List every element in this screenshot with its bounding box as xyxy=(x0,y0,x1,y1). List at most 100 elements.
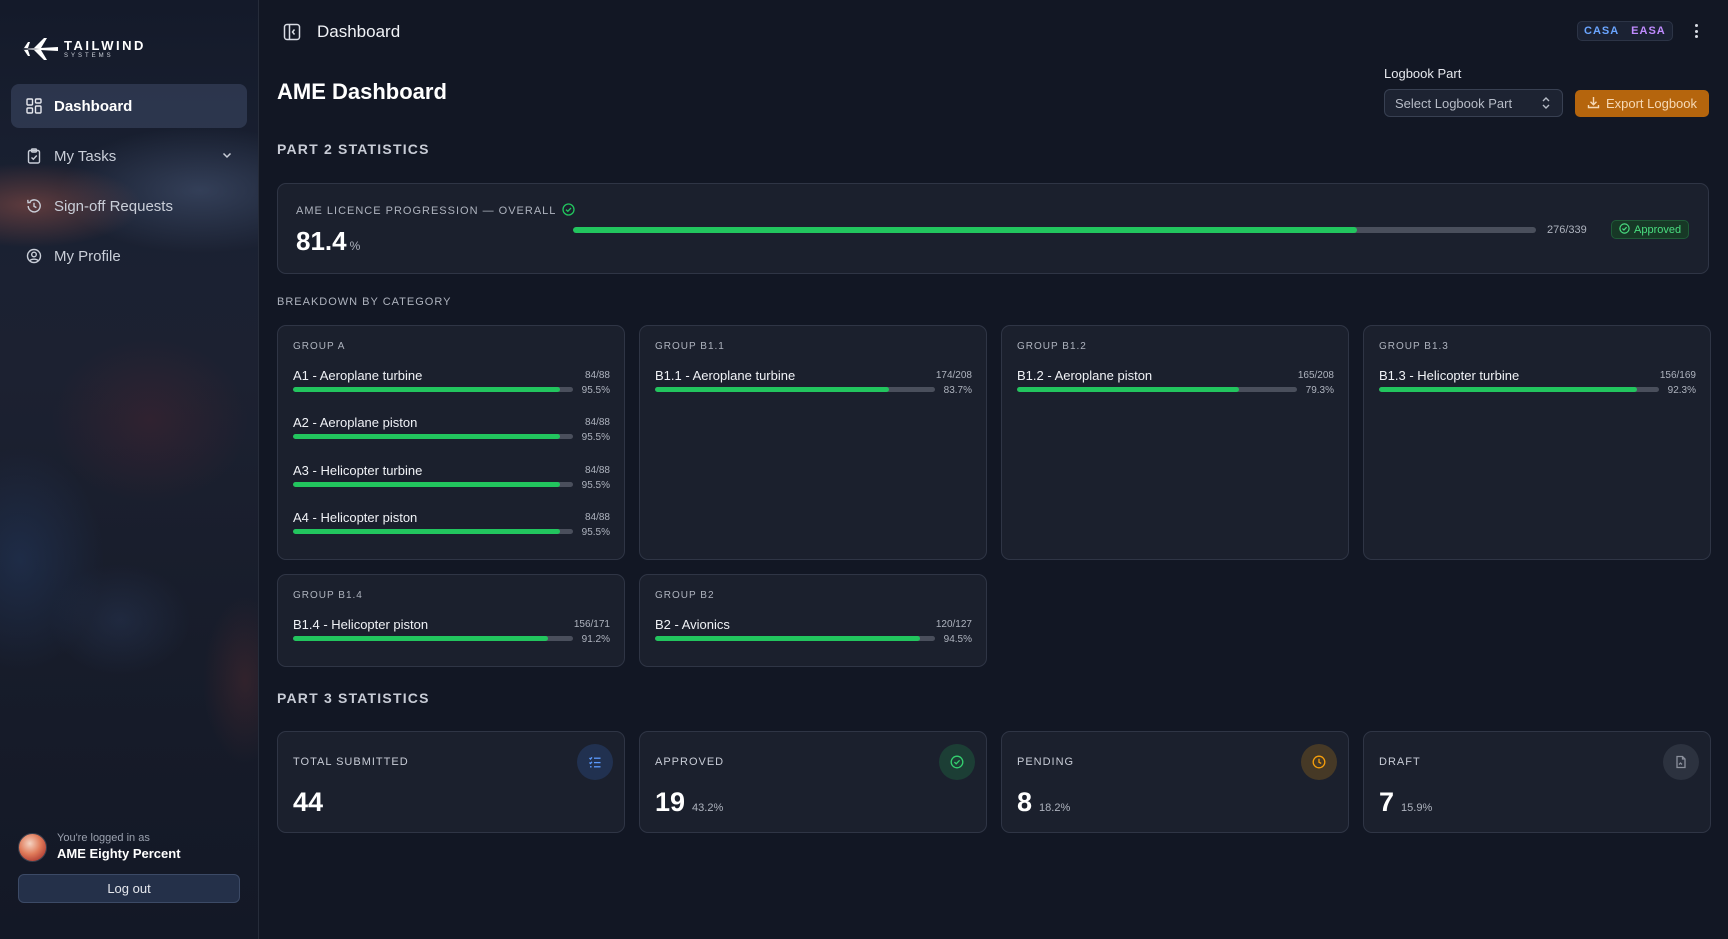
sidebar-item-my-tasks[interactable]: My Tasks xyxy=(11,134,247,178)
breakdown-label: BREAKDOWN BY CATEGORY xyxy=(277,296,452,308)
sidebar-item-dashboard[interactable]: Dashboard xyxy=(11,84,247,128)
category-row: B1.4 - Helicopter piston 156/171 91.2% xyxy=(293,617,610,657)
sidebar-item-my-profile[interactable]: My Profile xyxy=(11,234,247,278)
category-row: B1.3 - Helicopter turbine 156/169 92.3% xyxy=(1379,368,1696,408)
category-percentage: 95.5% xyxy=(581,527,610,538)
group-name: GROUP B1.3 xyxy=(1379,341,1449,352)
group-name: GROUP B1.4 xyxy=(293,590,363,601)
export-logbook-label: Export Logbook xyxy=(1605,96,1698,111)
progress-fill xyxy=(293,387,561,392)
stat-value: 8 18.2% xyxy=(1017,787,1070,818)
progress-fill xyxy=(293,434,561,439)
category-label: A2 - Aeroplane piston xyxy=(293,415,418,430)
stat-number: 8 xyxy=(1017,787,1033,817)
category-row: A3 - Helicopter turbine 84/88 95.5% xyxy=(293,463,610,503)
part3-title: PART 3 STATISTICS xyxy=(277,690,430,706)
logo-subtitle: SYSTEMS xyxy=(64,53,114,59)
plane-logo-icon xyxy=(22,38,58,60)
stat-label: DRAFT xyxy=(1379,756,1421,768)
stat-percentage: 18.2% xyxy=(1039,802,1071,814)
category-progress-bar xyxy=(293,387,573,392)
category-label: A1 - Aeroplane turbine xyxy=(293,368,423,383)
overall-progress-bar xyxy=(573,227,1536,233)
history-icon xyxy=(25,197,43,215)
stat-card-draft: DRAFT 7 15.9% xyxy=(1363,731,1711,833)
stat-value: 19 43.2% xyxy=(655,787,723,818)
casa-badge[interactable]: CASA xyxy=(1584,25,1620,37)
overall-progress-label: AME LICENCE PROGRESSION — OVERALL xyxy=(296,203,576,219)
logged-in-label: You're logged in as xyxy=(57,832,150,844)
sidebar-item-sign-off-requests[interactable]: Sign-off Requests xyxy=(11,184,247,228)
status-badge-label: Approved xyxy=(1634,223,1682,236)
stat-label: PENDING xyxy=(1017,756,1075,768)
category-row: B2 - Avionics 120/127 94.5% xyxy=(655,617,972,657)
category-percentage: 83.7% xyxy=(943,385,972,396)
group-name: GROUP A xyxy=(293,341,346,352)
file-icon xyxy=(1663,744,1699,780)
user-info: You're logged in as AME Eighty Percent xyxy=(18,832,181,862)
download-icon xyxy=(1587,96,1600,112)
logbook-part-label: Logbook Part xyxy=(1384,66,1462,81)
logbook-part-placeholder: Select Logbook Part xyxy=(1395,95,1513,111)
category-count: 165/208 xyxy=(1297,370,1334,381)
progress-fill xyxy=(655,387,890,392)
logout-button[interactable]: Log out xyxy=(18,874,240,903)
category-progress-bar xyxy=(1017,387,1297,392)
sidebar: TAILWIND SYSTEMS Dashboard My Tasks xyxy=(0,0,259,939)
stat-card-approved: APPROVED 19 43.2% xyxy=(639,731,987,833)
group-card-a: GROUP A A1 - Aeroplane turbine 84/88 95.… xyxy=(277,325,625,560)
stat-number: 7 xyxy=(1379,787,1395,817)
logo[interactable]: TAILWIND SYSTEMS xyxy=(20,36,146,62)
export-logbook-button[interactable]: Export Logbook xyxy=(1575,90,1709,117)
progress-fill xyxy=(293,529,561,534)
stat-number: 44 xyxy=(293,787,324,817)
category-label: A3 - Helicopter turbine xyxy=(293,463,423,478)
category-count: 84/88 xyxy=(584,512,610,523)
overall-progress-card: AME LICENCE PROGRESSION — OVERALL 81.4% … xyxy=(277,183,1709,274)
category-progress-bar xyxy=(293,482,573,487)
chevron-down-icon[interactable] xyxy=(221,148,233,165)
progress-fill xyxy=(1379,387,1638,392)
category-percentage: 79.3% xyxy=(1305,385,1334,396)
list-check-icon xyxy=(577,744,613,780)
category-row: A4 - Helicopter piston 84/88 95.5% xyxy=(293,510,610,550)
category-label: B1.1 - Aeroplane turbine xyxy=(655,368,796,383)
logbook-part-select[interactable]: Select Logbook Part xyxy=(1384,89,1563,117)
category-progress-bar xyxy=(293,529,573,534)
stat-label: APPROVED xyxy=(655,756,725,768)
sidebar-toggle-icon[interactable] xyxy=(283,23,301,41)
overall-percentage-unit: % xyxy=(349,239,361,253)
stat-value: 7 15.9% xyxy=(1379,787,1432,818)
progress-fill xyxy=(655,636,920,641)
sidebar-item-label: Dashboard xyxy=(54,97,133,115)
check-circle-icon xyxy=(939,744,975,780)
logo-wordmark: TAILWIND xyxy=(64,38,146,53)
authority-badges: CASA EASA xyxy=(1577,21,1673,41)
stat-percentage: 43.2% xyxy=(692,802,724,814)
stat-card-total-submitted: TOTAL SUBMITTED 44 xyxy=(277,731,625,833)
category-count: 156/169 xyxy=(1659,370,1696,381)
clock-icon xyxy=(1301,744,1337,780)
user-name: AME Eighty Percent xyxy=(57,845,181,861)
group-card-b1-2: GROUP B1.2 B1.2 - Aeroplane piston 165/2… xyxy=(1001,325,1349,560)
category-progress-bar xyxy=(293,636,573,641)
more-options-icon[interactable] xyxy=(1689,22,1703,40)
category-percentage: 95.5% xyxy=(581,432,610,443)
group-card-b2: GROUP B2 B2 - Avionics 120/127 94.5% xyxy=(639,574,987,667)
group-name: GROUP B2 xyxy=(655,590,715,601)
group-name: GROUP B1.2 xyxy=(1017,341,1087,352)
progress-fill xyxy=(293,636,549,641)
category-count: 120/127 xyxy=(935,619,972,630)
category-percentage: 91.2% xyxy=(581,634,610,645)
category-progress-bar xyxy=(655,387,935,392)
category-label: B1.4 - Helicopter piston xyxy=(293,617,429,632)
sidebar-item-label: Sign-off Requests xyxy=(54,197,173,215)
check-circle-icon xyxy=(1619,222,1630,237)
easa-badge[interactable]: EASA xyxy=(1631,25,1666,37)
overall-percentage: 81.4% xyxy=(296,226,360,257)
category-percentage: 95.5% xyxy=(581,385,610,396)
group-card-b1-1: GROUP B1.1 B1.1 - Aeroplane turbine 174/… xyxy=(639,325,987,560)
sidebar-item-label: My Profile xyxy=(54,247,121,265)
avatar[interactable] xyxy=(18,832,47,862)
category-count: 84/88 xyxy=(584,417,610,428)
